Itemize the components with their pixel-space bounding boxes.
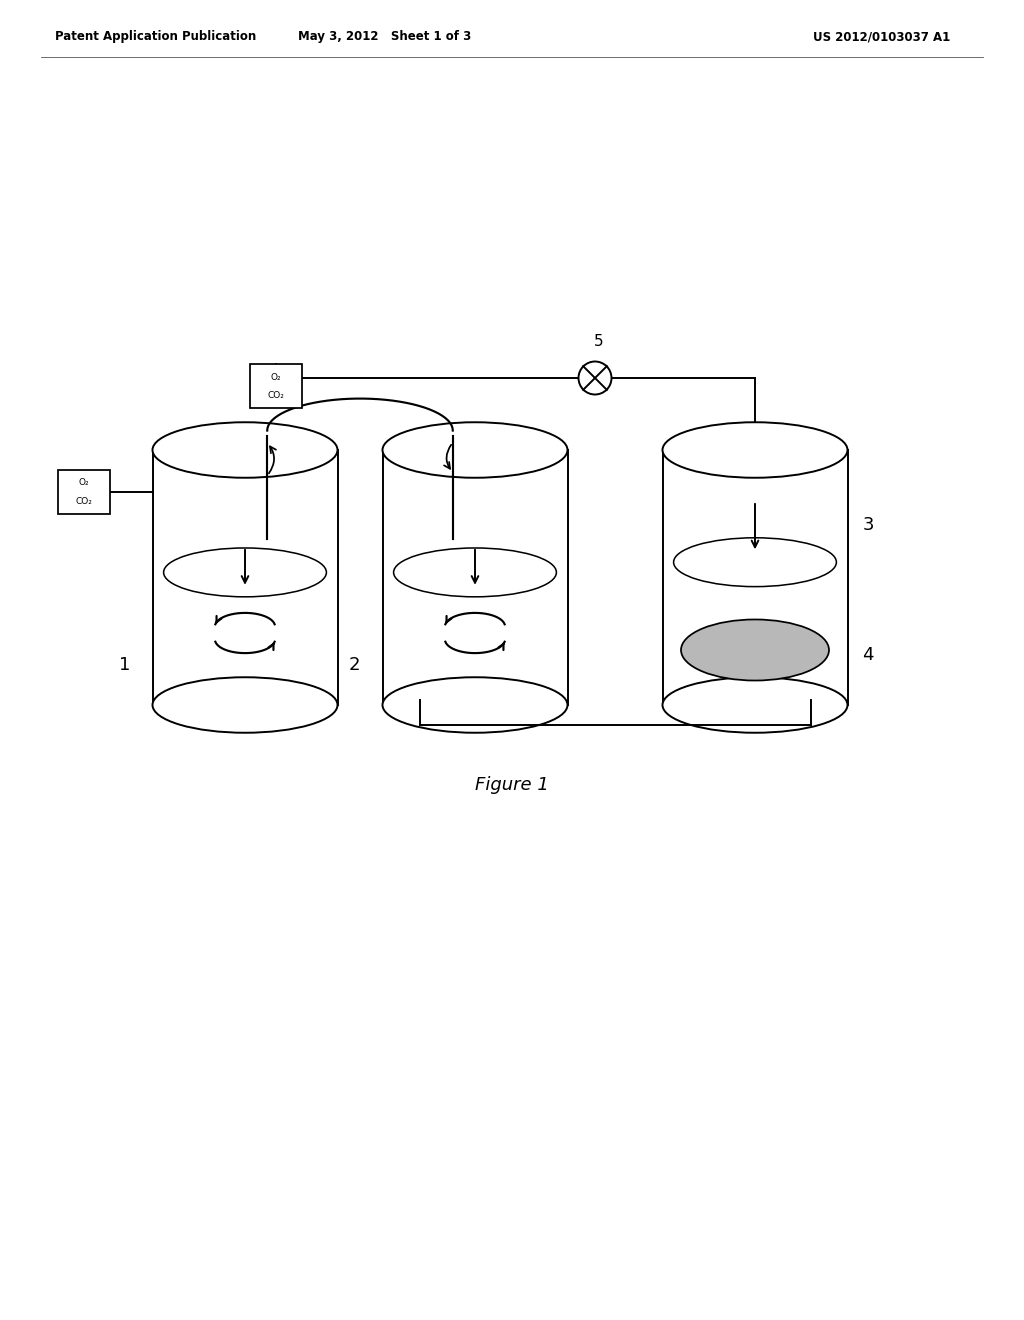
Ellipse shape xyxy=(153,677,338,733)
Ellipse shape xyxy=(663,422,848,478)
Ellipse shape xyxy=(663,677,848,733)
Ellipse shape xyxy=(164,548,327,597)
Text: 2: 2 xyxy=(349,656,360,675)
Text: CO₂: CO₂ xyxy=(75,496,92,506)
Text: 3: 3 xyxy=(862,516,874,535)
Text: 5: 5 xyxy=(594,334,604,348)
Text: O₂: O₂ xyxy=(270,372,282,381)
Bar xyxy=(383,450,567,705)
Ellipse shape xyxy=(153,422,338,478)
Text: O₂: O₂ xyxy=(78,478,89,487)
Bar xyxy=(250,364,302,408)
Bar xyxy=(57,470,110,513)
Ellipse shape xyxy=(393,548,556,597)
Bar xyxy=(153,450,338,705)
Text: US 2012/0103037 A1: US 2012/0103037 A1 xyxy=(813,30,950,44)
Text: Patent Application Publication: Patent Application Publication xyxy=(55,30,256,44)
Text: 1: 1 xyxy=(119,656,130,675)
Ellipse shape xyxy=(383,422,567,478)
Text: 4: 4 xyxy=(862,645,874,664)
Text: May 3, 2012   Sheet 1 of 3: May 3, 2012 Sheet 1 of 3 xyxy=(298,30,472,44)
Ellipse shape xyxy=(383,677,567,733)
Circle shape xyxy=(579,362,611,395)
Ellipse shape xyxy=(681,619,829,681)
Text: Figure 1: Figure 1 xyxy=(475,776,549,795)
Bar xyxy=(663,450,848,705)
Text: CO₂: CO₂ xyxy=(267,391,285,400)
